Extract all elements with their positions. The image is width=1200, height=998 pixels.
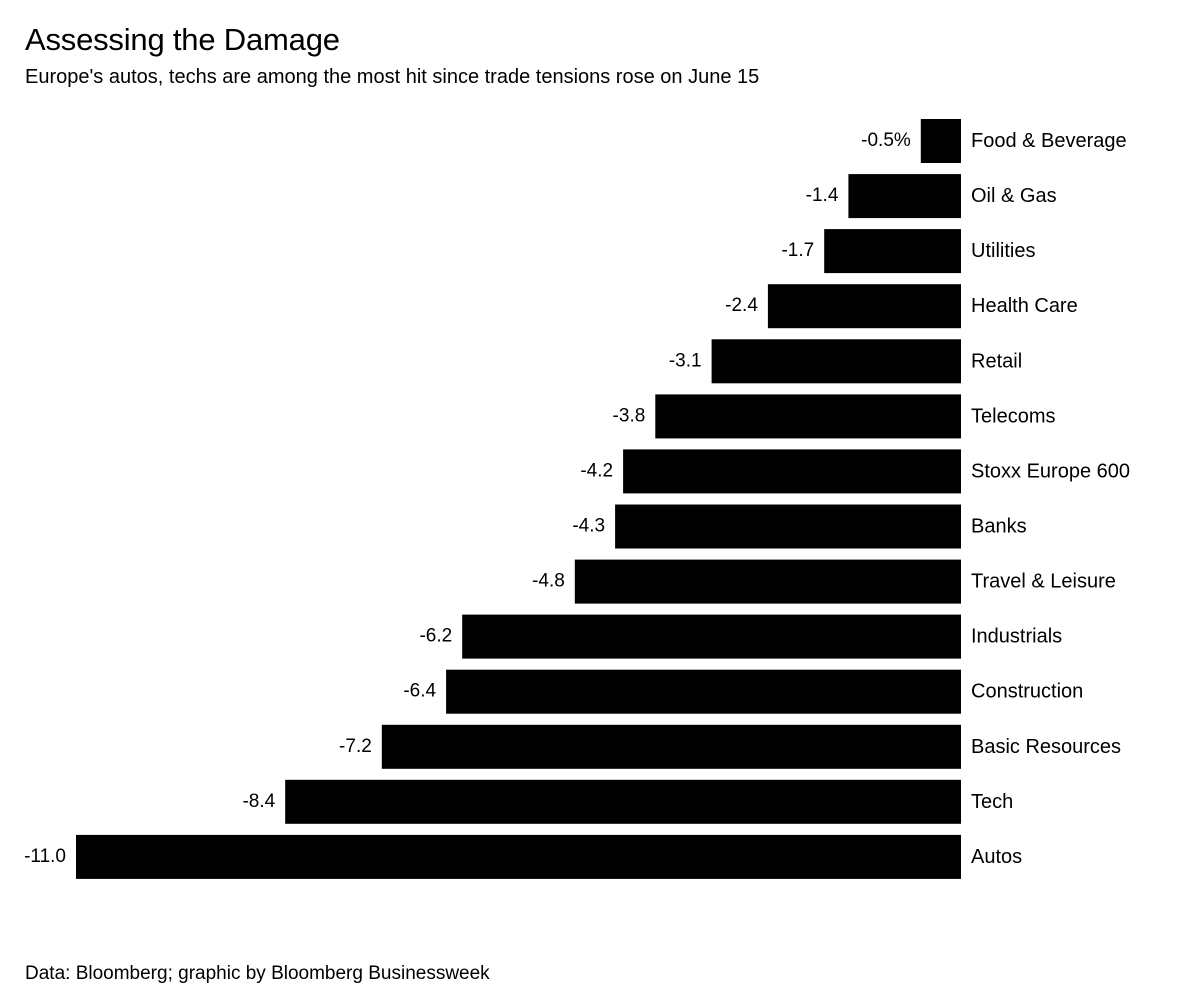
category-label-utilities: Utilities bbox=[971, 240, 1035, 262]
bars-group: -0.5% Food & Beverage -1.4 Oil & Gas -1.7 Uti… bbox=[24, 119, 1130, 879]
value-label-oil-gas: -1.4 bbox=[806, 185, 839, 206]
chart-title: Assessing the Damage bbox=[25, 22, 340, 57]
value-label-industrials: -6.2 bbox=[419, 626, 452, 647]
category-label-health-care: Health Care bbox=[971, 295, 1078, 317]
bar-industrials bbox=[462, 614, 961, 659]
category-label-autos: Autos bbox=[971, 846, 1022, 868]
source-note: Data: Bloomberg; graphic by Bloomberg Bu… bbox=[25, 963, 490, 984]
category-label-stoxx-europe-600: Stoxx Europe 600 bbox=[971, 460, 1130, 482]
bar-banks bbox=[615, 504, 961, 549]
bar-stoxx-europe-600 bbox=[623, 449, 961, 494]
bar-construction bbox=[446, 669, 962, 714]
category-label-tech: Tech bbox=[971, 791, 1013, 813]
value-label-food-beverage: -0.5% bbox=[861, 130, 911, 151]
value-label-construction: -6.4 bbox=[403, 681, 436, 702]
bar-basic-resources bbox=[381, 724, 961, 769]
bar-telecoms bbox=[655, 394, 961, 439]
bar-food-beverage bbox=[920, 119, 961, 163]
bar-utilities bbox=[824, 229, 961, 274]
value-label-telecoms: -3.8 bbox=[613, 405, 646, 426]
value-label-tech: -8.4 bbox=[242, 791, 275, 812]
value-label-stoxx-europe-600: -4.2 bbox=[580, 460, 613, 481]
bar-retail bbox=[711, 339, 961, 384]
value-label-utilities: -1.7 bbox=[781, 240, 814, 261]
value-label-travel-leisure: -4.8 bbox=[532, 571, 565, 592]
category-label-basic-resources: Basic Resources bbox=[971, 736, 1121, 758]
bar-autos bbox=[76, 834, 961, 879]
bar-travel-leisure bbox=[574, 559, 961, 604]
value-label-banks: -4.3 bbox=[572, 516, 605, 537]
category-label-food-beverage: Food & Beverage bbox=[971, 130, 1127, 152]
value-label-autos: -11.0 bbox=[24, 846, 66, 867]
category-label-banks: Banks bbox=[971, 516, 1027, 538]
bar-chart: -0.5% Food & Beverage -1.4 Oil & Gas -1.7 Uti… bbox=[24, 119, 1130, 879]
value-label-retail: -3.1 bbox=[669, 350, 702, 371]
bar-oil-gas bbox=[848, 174, 961, 219]
value-label-basic-resources: -7.2 bbox=[339, 736, 372, 757]
bar-health-care bbox=[767, 284, 961, 329]
bar-tech bbox=[285, 779, 961, 824]
category-label-telecoms: Telecoms bbox=[971, 405, 1055, 427]
category-label-retail: Retail bbox=[971, 350, 1022, 372]
category-label-construction: Construction bbox=[971, 681, 1083, 703]
value-label-health-care: -2.4 bbox=[725, 295, 758, 316]
category-label-oil-gas: Oil & Gas bbox=[971, 185, 1057, 207]
category-label-travel-leisure: Travel & Leisure bbox=[971, 571, 1116, 593]
category-label-industrials: Industrials bbox=[971, 626, 1062, 648]
chart-subtitle: Europe's autos, techs are among the most… bbox=[25, 66, 760, 88]
